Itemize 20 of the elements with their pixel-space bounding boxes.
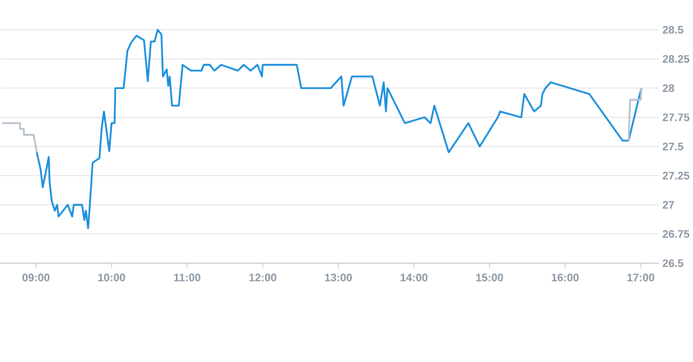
x-tick-label: 10:00: [98, 273, 126, 282]
x-tick-label: 12:00: [249, 273, 276, 282]
x-tick-label: 11:00: [174, 273, 200, 282]
y-tick-label: 26.75: [662, 230, 690, 238]
x-tick-label: 17:00: [627, 273, 654, 282]
x-tick-label: 13:00: [325, 273, 352, 282]
line-series: [1, 122, 38, 153]
y-tick-label: 27.75: [662, 113, 690, 121]
y-tick-label: 27.25: [662, 172, 690, 180]
x-tick-label: 16:00: [552, 273, 579, 282]
y-tick-label: 28: [662, 84, 674, 92]
y-tick-label: 27.5: [662, 142, 684, 150]
x-tick-label: 09:00: [22, 273, 50, 282]
y-tick-label: 28.5: [662, 26, 684, 34]
y-tick-label: 28.25: [662, 54, 690, 63]
y-tick-label: 27: [662, 200, 674, 208]
line-series: [36, 28, 642, 229]
y-tick-label: 26.5: [662, 259, 684, 267]
x-tick-label: 14:00: [400, 273, 428, 282]
x-tick-label: 15:00: [476, 273, 504, 282]
